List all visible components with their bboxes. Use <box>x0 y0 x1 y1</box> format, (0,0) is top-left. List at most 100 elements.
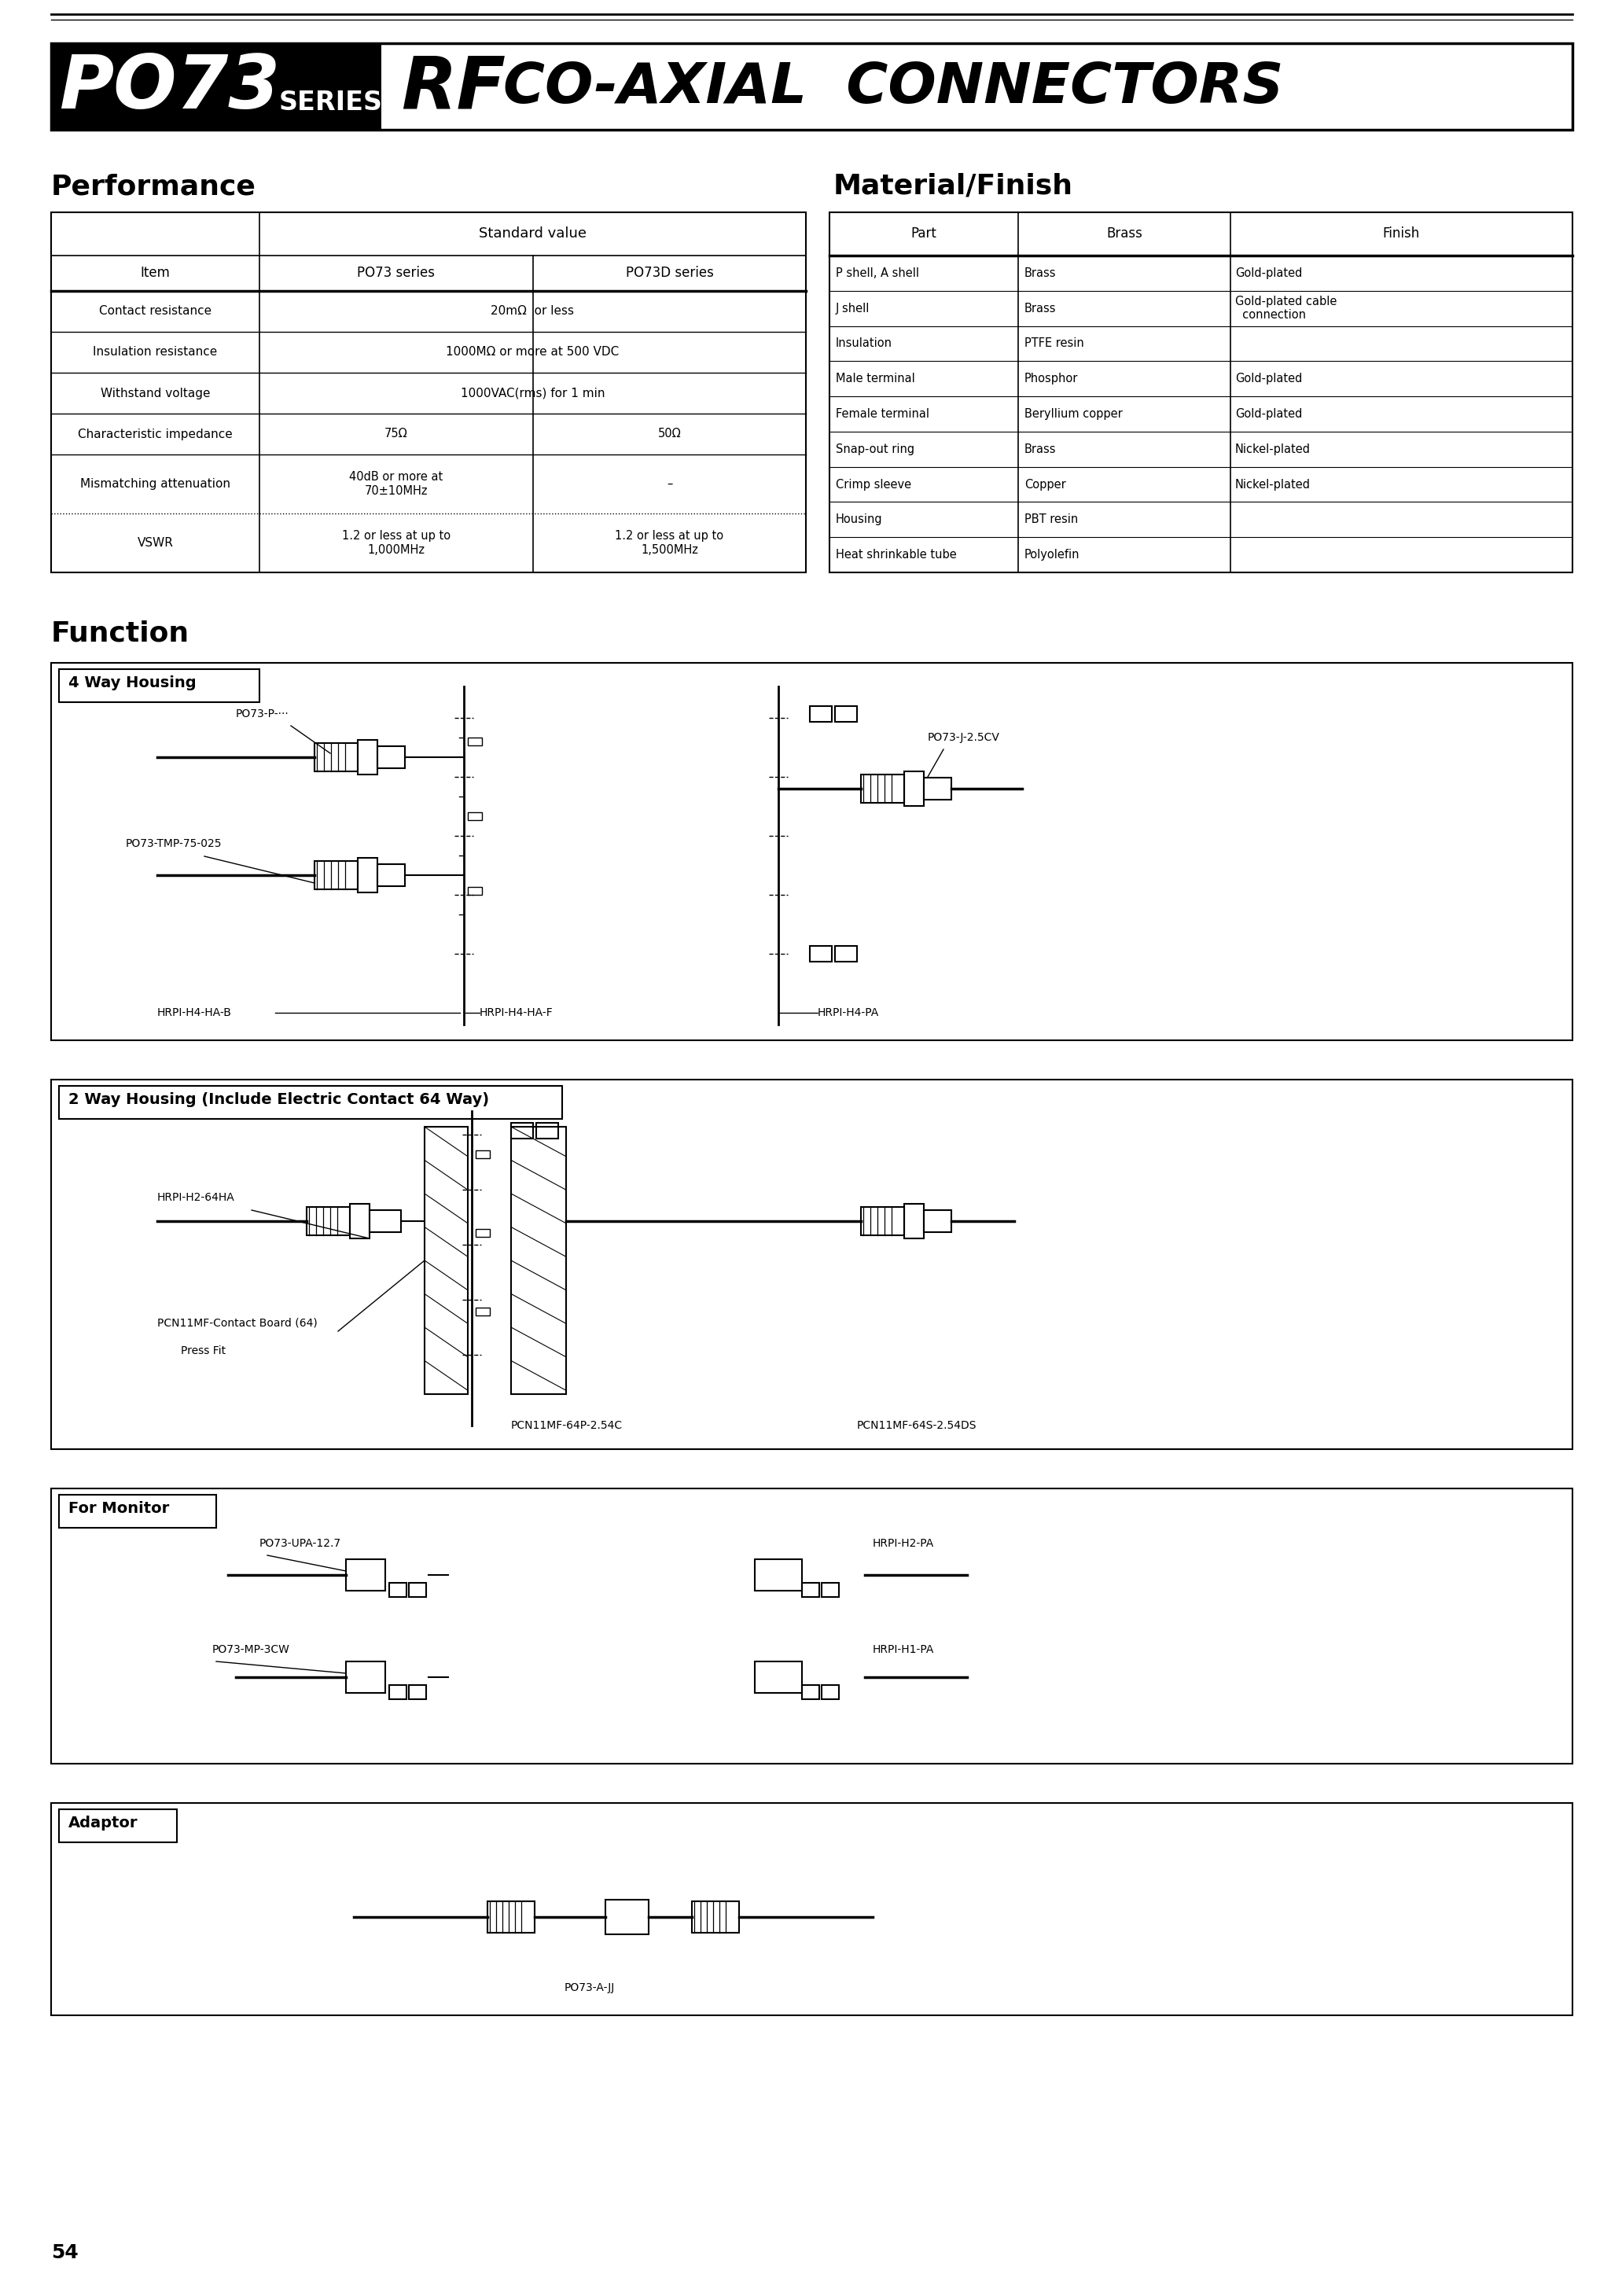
Bar <box>315 744 358 771</box>
Text: Adaptor: Adaptor <box>68 1816 138 1830</box>
Text: PCN11MF-64S-2.54DS: PCN11MF-64S-2.54DS <box>856 1419 976 1430</box>
Bar <box>52 211 806 572</box>
Text: 75Ω: 75Ω <box>384 427 407 441</box>
Text: PO73D series: PO73D series <box>626 266 714 280</box>
Text: 1000VAC(rms) for 1 min: 1000VAC(rms) for 1 min <box>461 388 605 400</box>
Bar <box>605 1899 649 1933</box>
Text: PTFE resin: PTFE resin <box>1025 338 1083 349</box>
Text: RF: RF <box>401 53 506 124</box>
Bar <box>801 1582 819 1598</box>
Bar <box>511 1123 534 1139</box>
Text: Brass: Brass <box>1106 227 1142 241</box>
Text: HRPI-H4-HA-B: HRPI-H4-HA-B <box>157 1008 232 1017</box>
Text: Copper: Copper <box>1025 478 1066 491</box>
Bar <box>378 863 406 886</box>
Text: Item: Item <box>141 266 170 280</box>
Bar <box>425 1127 467 1394</box>
Bar <box>903 1203 925 1238</box>
Text: PO73 series: PO73 series <box>357 266 435 280</box>
Bar <box>378 746 406 769</box>
Text: 1.2 or less at up to
1,000MHz: 1.2 or less at up to 1,000MHz <box>342 530 451 556</box>
Bar <box>358 859 378 893</box>
Text: SERIES: SERIES <box>279 90 383 115</box>
Text: HRPI-H1-PA: HRPI-H1-PA <box>873 1644 934 1655</box>
Text: Gold-plated: Gold-plated <box>1236 266 1302 280</box>
Text: PO73-UPA-12.7: PO73-UPA-12.7 <box>260 1538 341 1550</box>
Text: HRPI-H2-64HA: HRPI-H2-64HA <box>157 1192 235 1203</box>
Bar <box>801 1685 819 1699</box>
Bar <box>903 771 925 806</box>
Bar <box>809 707 832 721</box>
Bar <box>58 668 260 703</box>
Text: Insulation: Insulation <box>835 338 892 349</box>
Bar <box>467 813 482 820</box>
Bar <box>52 1079 1572 1449</box>
Bar <box>467 886 482 895</box>
Text: Gold-plated cable
  connection: Gold-plated cable connection <box>1236 296 1337 321</box>
Bar <box>52 1802 1572 2016</box>
Text: Finish: Finish <box>1384 227 1419 241</box>
Bar <box>475 1150 490 1157</box>
Text: Female terminal: Female terminal <box>835 409 929 420</box>
Bar <box>925 778 952 799</box>
Text: Part: Part <box>912 227 938 241</box>
Bar <box>409 1685 427 1699</box>
Bar <box>754 1559 801 1591</box>
Text: 20mΩ  or less: 20mΩ or less <box>491 305 574 317</box>
Bar <box>822 1685 839 1699</box>
Text: CO-AXIAL  CONNECTORS: CO-AXIAL CONNECTORS <box>503 62 1283 115</box>
Text: Snap-out ring: Snap-out ring <box>835 443 915 455</box>
Text: Press Fit: Press Fit <box>180 1345 225 1357</box>
Bar <box>475 1309 490 1316</box>
Text: Brass: Brass <box>1025 443 1056 455</box>
Bar <box>350 1203 370 1238</box>
Bar <box>58 1809 177 1841</box>
Text: 50Ω: 50Ω <box>659 427 681 441</box>
Text: Polyolefin: Polyolefin <box>1025 549 1080 560</box>
Text: PBT resin: PBT resin <box>1025 514 1079 526</box>
Bar <box>383 46 1570 129</box>
Text: HRPI-H2-PA: HRPI-H2-PA <box>873 1538 934 1550</box>
Bar <box>861 1208 903 1235</box>
Bar <box>925 1210 952 1233</box>
Bar <box>52 1488 1572 1763</box>
Text: Brass: Brass <box>1025 266 1056 280</box>
Text: Male terminal: Male terminal <box>835 372 915 386</box>
Text: Contact resistance: Contact resistance <box>99 305 211 317</box>
Text: HRPI-H4-PA: HRPI-H4-PA <box>817 1008 879 1017</box>
Bar <box>389 1582 407 1598</box>
Text: PCN11MF-64P-2.54C: PCN11MF-64P-2.54C <box>511 1419 623 1430</box>
Bar <box>52 664 1572 1040</box>
Text: Characteristic impedance: Characteristic impedance <box>78 427 232 441</box>
Bar <box>809 946 832 962</box>
Text: PO73-A-JJ: PO73-A-JJ <box>564 1981 615 1993</box>
Bar <box>693 1901 740 1933</box>
Text: Function: Function <box>52 620 190 647</box>
Text: 54: 54 <box>52 2243 78 2262</box>
Bar <box>345 1559 386 1591</box>
Text: PO73: PO73 <box>58 53 281 124</box>
Text: Insulation resistance: Insulation resistance <box>92 347 217 358</box>
Text: Nickel-plated: Nickel-plated <box>1236 478 1311 491</box>
Bar <box>861 774 903 804</box>
Text: J shell: J shell <box>835 303 869 315</box>
Bar <box>52 44 381 131</box>
Text: Heat shrinkable tube: Heat shrinkable tube <box>835 549 957 560</box>
Text: 1000MΩ or more at 500 VDC: 1000MΩ or more at 500 VDC <box>446 347 620 358</box>
Bar <box>475 1228 490 1238</box>
Text: 40dB or more at
70±10MHz: 40dB or more at 70±10MHz <box>349 471 443 496</box>
Text: PO73-P-···: PO73-P-··· <box>235 709 289 719</box>
Bar <box>835 707 856 721</box>
Text: Beryllium copper: Beryllium copper <box>1025 409 1122 420</box>
Text: Gold-plated: Gold-plated <box>1236 409 1302 420</box>
Bar <box>315 861 358 889</box>
Bar <box>370 1210 401 1233</box>
Text: PO73-J-2.5CV: PO73-J-2.5CV <box>928 732 1001 744</box>
Bar <box>537 1123 558 1139</box>
Bar <box>58 1086 563 1118</box>
Text: 2 Way Housing (Include Electric Contact 64 Way): 2 Way Housing (Include Electric Contact … <box>68 1093 490 1107</box>
Bar <box>345 1662 386 1692</box>
Text: Performance: Performance <box>52 172 256 200</box>
Text: Crimp sleeve: Crimp sleeve <box>835 478 912 491</box>
Text: –: – <box>667 478 673 489</box>
